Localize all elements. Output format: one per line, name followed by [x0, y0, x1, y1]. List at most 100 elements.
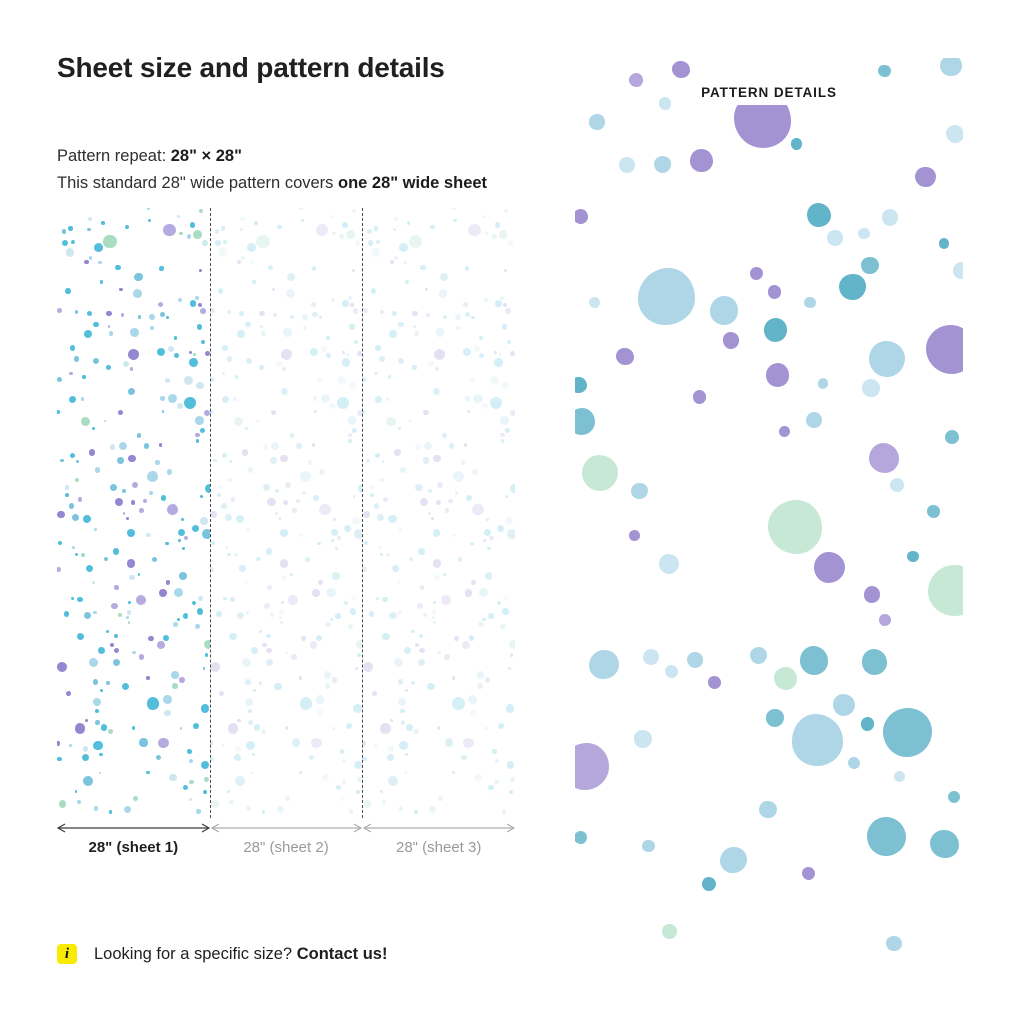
pattern-dot	[326, 352, 332, 358]
pattern-dot	[195, 295, 199, 300]
pattern-dot	[423, 612, 427, 617]
pattern-dot	[799, 646, 829, 676]
pattern-dot	[389, 611, 397, 619]
sheet-1-arrow	[57, 823, 211, 833]
pattern-dot	[362, 566, 367, 572]
pattern-dot	[860, 716, 875, 731]
pattern-dot	[330, 538, 334, 542]
pattern-dot	[415, 483, 423, 492]
pattern-dot	[326, 588, 336, 598]
pattern-dot	[317, 378, 323, 384]
pattern-dot	[227, 552, 231, 557]
pattern-dot	[280, 348, 293, 361]
pattern-dot	[68, 744, 72, 748]
pattern-dot	[188, 357, 198, 367]
pattern-dot	[701, 877, 716, 892]
pattern-dot	[178, 297, 183, 302]
pattern-dot	[439, 273, 448, 282]
pattern-dot	[470, 378, 476, 384]
pattern-dot	[351, 269, 355, 273]
pattern-dot	[57, 510, 65, 518]
pattern-dot	[66, 691, 72, 697]
pattern-dot	[500, 432, 506, 438]
pattern-dot	[218, 248, 227, 257]
pattern-dot	[509, 777, 515, 783]
pattern-dot	[277, 224, 282, 230]
pattern-dot	[373, 744, 378, 748]
pattern-dot	[177, 538, 181, 542]
pattern-dot	[176, 403, 183, 409]
pattern-dot	[433, 387, 441, 396]
pattern-dot	[488, 785, 494, 791]
pattern-dot	[763, 318, 788, 342]
pattern-dot	[92, 426, 96, 431]
pattern-dot	[394, 657, 404, 667]
pattern-dot	[230, 497, 236, 502]
pattern-dot	[197, 608, 204, 615]
pattern-dot	[58, 540, 63, 545]
pattern-dot	[57, 409, 60, 414]
pattern-dot	[940, 58, 962, 77]
pattern-dot	[575, 408, 595, 436]
pattern-dot	[269, 457, 277, 465]
pattern-dot	[867, 816, 906, 856]
pattern-dot	[394, 449, 401, 456]
pattern-dot	[671, 60, 690, 79]
pattern-dot	[227, 310, 232, 315]
pattern-dot	[397, 426, 401, 431]
contact-us-link[interactable]: Contact us!	[296, 944, 388, 963]
pattern-dot	[191, 524, 199, 532]
pattern-dot	[209, 307, 215, 314]
pattern-dot	[311, 266, 317, 271]
pattern-dot	[365, 458, 370, 463]
pattern-dot	[388, 746, 394, 753]
pattern-dot	[367, 229, 372, 235]
pattern-dot	[284, 482, 291, 489]
pattern-dot	[169, 773, 177, 782]
pattern-details-swatch: PATTERN DETAILS	[575, 58, 963, 960]
pattern-dot	[509, 410, 516, 417]
pattern-dot	[262, 444, 268, 450]
pattern-dot	[64, 484, 70, 490]
pattern-dot	[199, 427, 205, 433]
sheet-separator-1	[209, 208, 211, 818]
pattern-dot	[779, 426, 791, 438]
pattern-dot	[65, 288, 71, 294]
pattern-dot	[189, 797, 193, 801]
pattern-dot	[441, 595, 452, 606]
pattern-dot	[418, 647, 425, 654]
pattern-dot	[341, 797, 345, 801]
pattern-dot	[57, 307, 63, 314]
pattern-dot	[468, 695, 477, 704]
pattern-dot	[103, 234, 118, 249]
pattern-dot	[479, 336, 483, 340]
pattern-dot	[413, 330, 419, 336]
pattern-dot	[817, 378, 829, 389]
coverage-bold: one 28" wide sheet	[338, 174, 488, 192]
pattern-dot	[509, 653, 514, 657]
pattern-dot	[419, 585, 425, 590]
pattern-dot	[302, 314, 309, 321]
pattern-dot	[106, 310, 113, 317]
pattern-dot	[478, 621, 484, 628]
pattern-dot	[804, 296, 816, 309]
pattern-dot	[387, 375, 391, 379]
pattern-dot	[432, 559, 441, 568]
pattern-dot	[233, 397, 237, 401]
pattern-dot	[280, 529, 288, 537]
pattern-dot	[476, 671, 484, 679]
pattern-dot	[222, 345, 228, 351]
sheet-3-arrow	[362, 823, 515, 833]
pattern-dot	[123, 805, 132, 813]
pattern-dot	[284, 650, 289, 655]
pattern-dot	[204, 777, 210, 783]
pattern-dot	[428, 360, 435, 367]
pattern-dot	[453, 635, 460, 642]
pattern-dot	[88, 256, 93, 261]
pattern-dot	[388, 514, 397, 524]
pattern-dot	[76, 799, 82, 804]
pattern-dot	[506, 340, 511, 345]
pattern-dot	[470, 580, 476, 586]
pattern-dot	[426, 313, 430, 317]
pattern-dot	[869, 443, 900, 474]
